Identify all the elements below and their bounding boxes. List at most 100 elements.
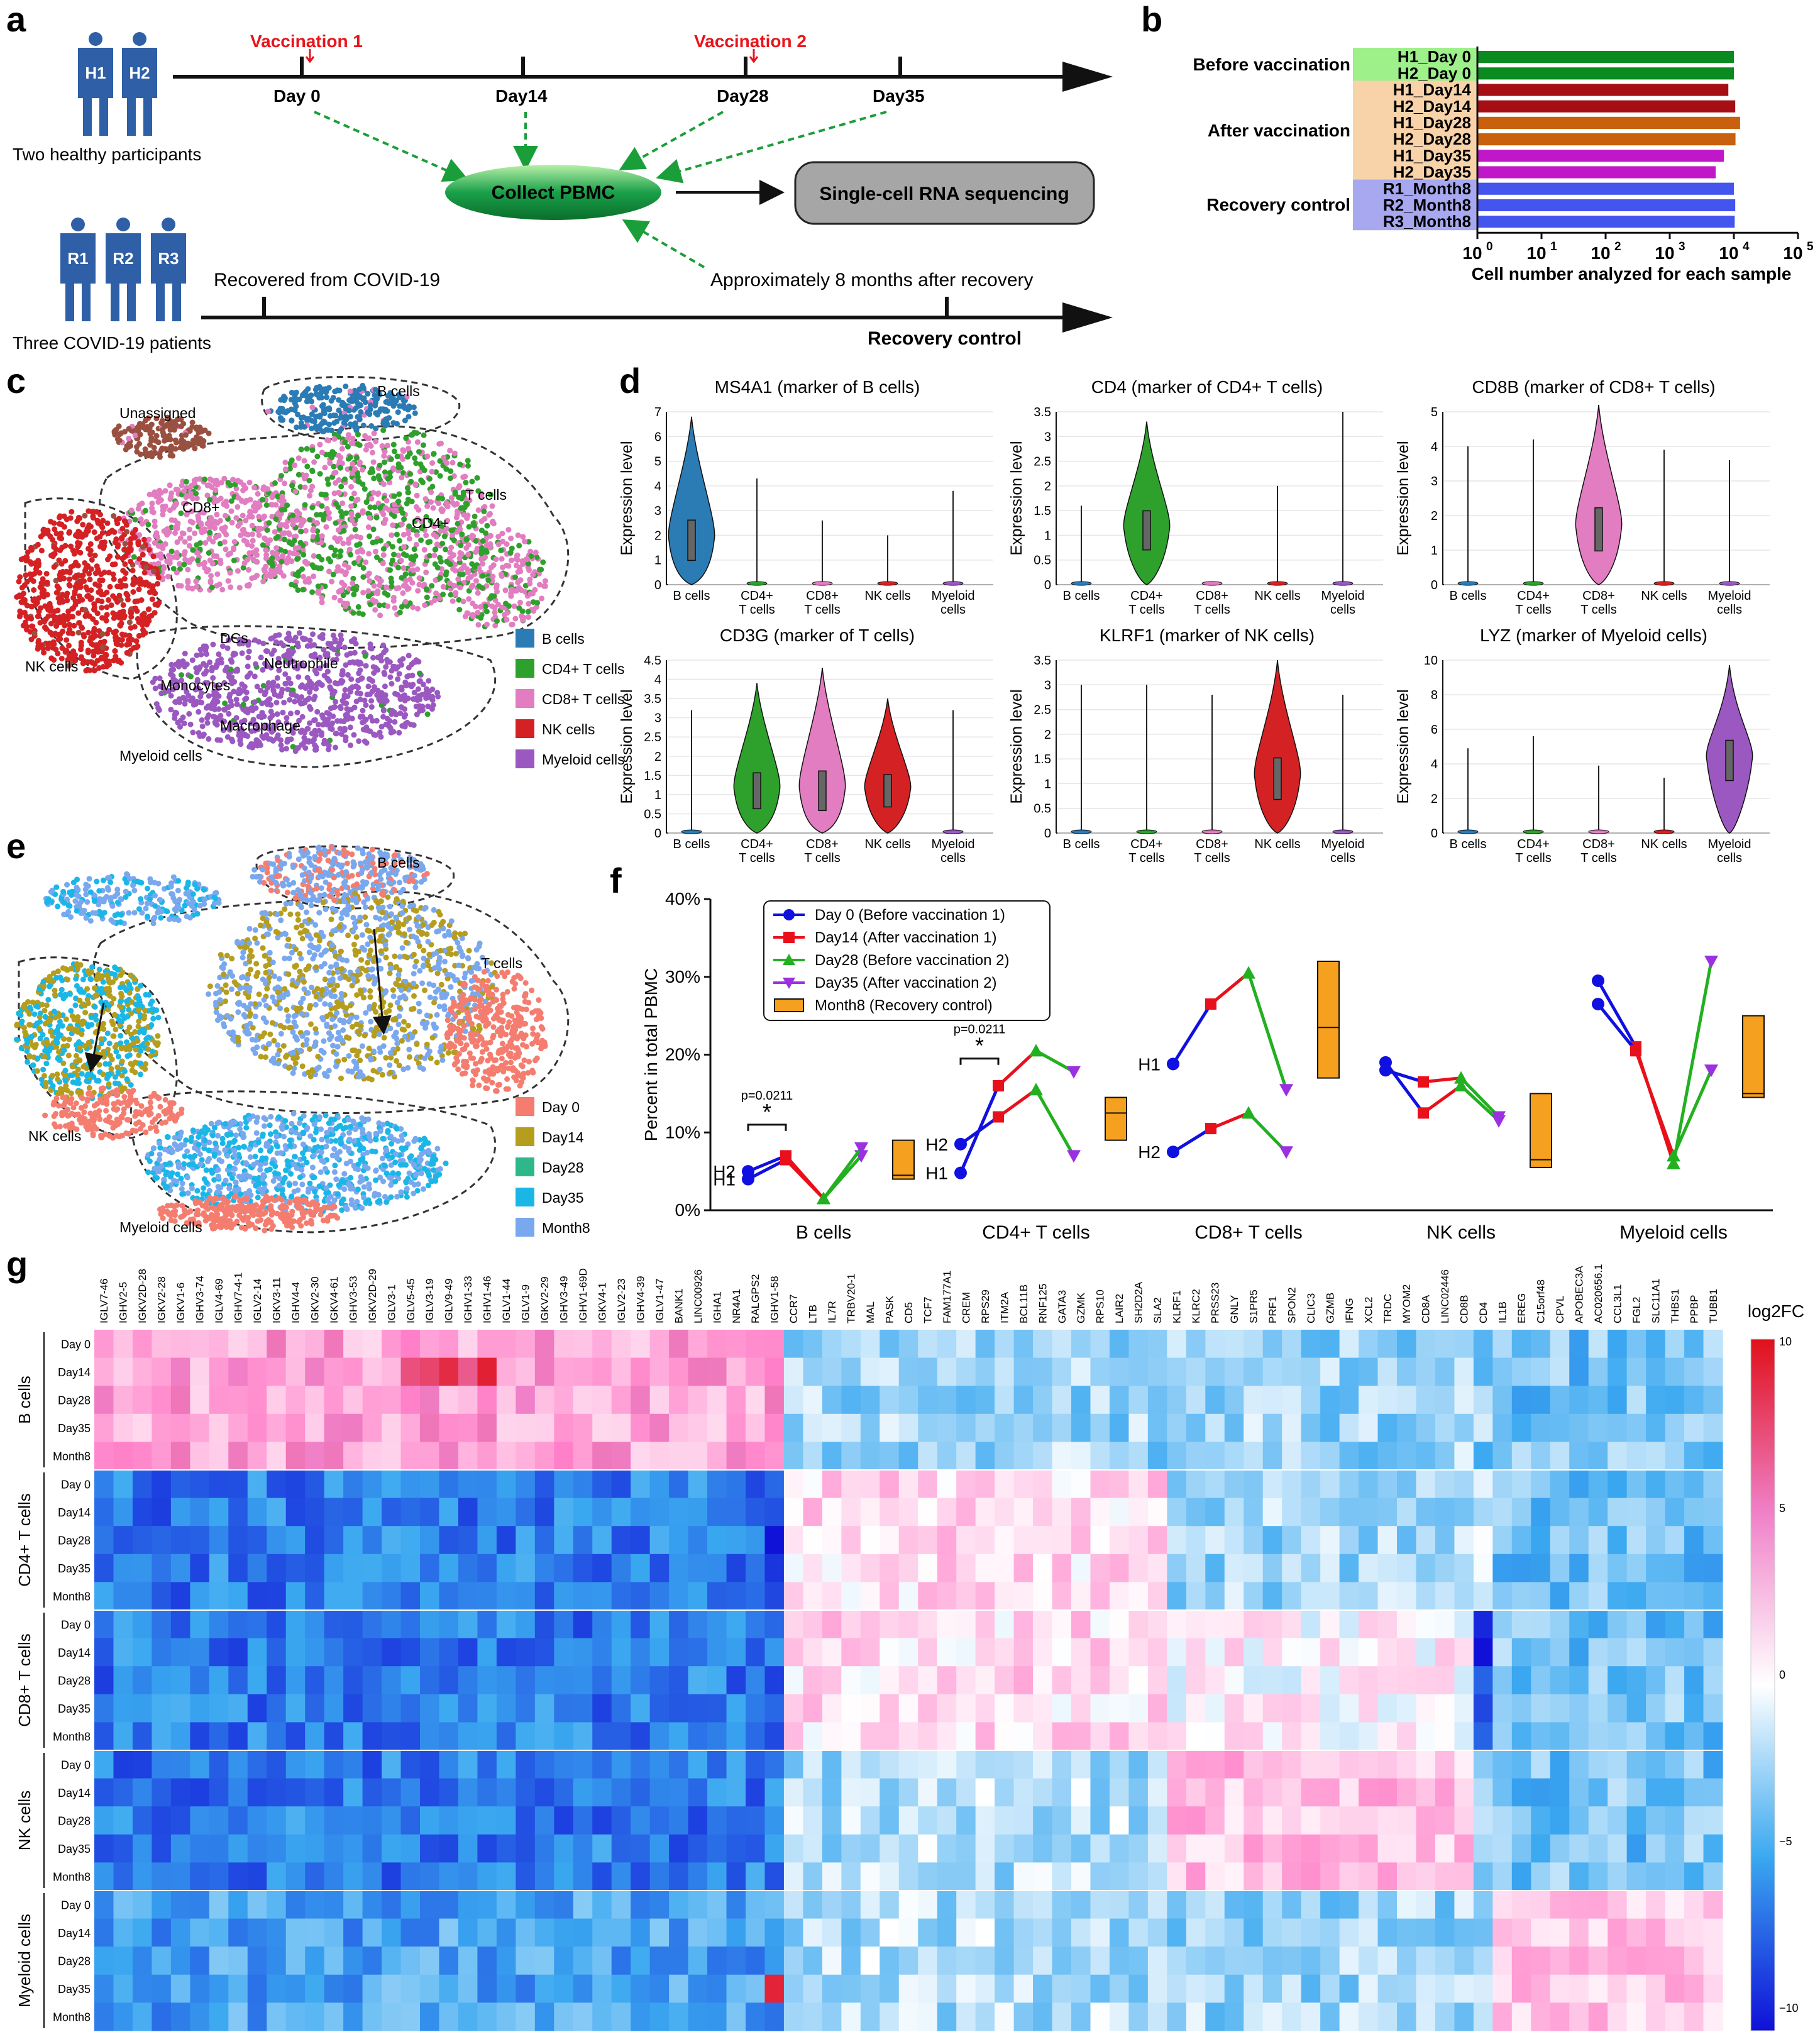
x-category-label: Myeloid: [1321, 837, 1365, 851]
tsne-point: [174, 500, 180, 507]
cd4-cluster: [256, 427, 497, 619]
tsne-point: [520, 534, 526, 540]
tsne-point: [240, 526, 246, 533]
tsne-point: [206, 550, 212, 556]
tsne-point: [44, 579, 50, 585]
y-tick-label: 0: [1431, 827, 1438, 841]
collect-pbmc-node: [445, 165, 661, 220]
tsne-point: [273, 866, 279, 872]
tsne-point: [88, 587, 94, 593]
tsne-point: [182, 539, 188, 545]
tsne-point: [287, 697, 293, 703]
tsne-point: [346, 536, 352, 543]
tsne-point: [114, 517, 119, 524]
tsne-point: [201, 476, 207, 482]
tsne-point: [397, 609, 403, 616]
tsne-point: [310, 731, 316, 737]
tsne-point: [60, 620, 67, 626]
tsne-point: [38, 534, 44, 539]
tsne-point: [515, 532, 521, 538]
tsne-point: [326, 742, 332, 749]
tsne-point: [148, 421, 155, 428]
tsne-point: [399, 723, 405, 729]
tsne-point: [405, 489, 411, 495]
tsne-point: [370, 459, 377, 465]
tsne-point: [383, 698, 390, 704]
violin-base: [1653, 581, 1675, 586]
panel-a-study-design: H1 H2 Two healthy participants R1 R2 R3 Thr…: [13, 31, 1113, 353]
tsne-point: [181, 446, 187, 452]
tsne-point: [85, 508, 92, 514]
tsne-point: [313, 964, 319, 970]
tsne-point: [106, 597, 111, 603]
tsne-point: [438, 507, 444, 513]
panel-d-violin-markers: MS4A1 (marker of B cells)01234567Express…: [618, 377, 1770, 865]
tsne-point: [292, 748, 299, 754]
tsne-point: [277, 570, 284, 576]
tsne-point: [241, 482, 247, 489]
tsne-point: [253, 558, 260, 565]
tsne-point: [206, 991, 212, 997]
tsne-point: [353, 389, 359, 395]
tsne-point: [282, 480, 288, 487]
tsne-point: [251, 866, 258, 873]
b-cells-cluster: [250, 843, 430, 905]
tsne-point: [370, 539, 376, 546]
tsne-point: [44, 900, 50, 905]
tsne-point: [225, 578, 231, 584]
tsne-point: [55, 903, 61, 910]
tsne-point: [334, 568, 340, 574]
tsne-point: [406, 1046, 412, 1052]
violin-base: [1071, 581, 1092, 586]
tsne-point: [342, 571, 348, 578]
healthy-participants-label: Two healthy participants: [13, 145, 201, 164]
x-tick-exponent: 4: [1743, 240, 1750, 253]
tsne-label: Neutrophile: [264, 655, 338, 671]
x-category-label: cells: [1330, 851, 1355, 865]
violin-box: [1725, 739, 1734, 781]
tsne-point: [48, 553, 55, 559]
tsne-point: [432, 597, 438, 604]
x-category-label: B cells: [1450, 589, 1487, 603]
tsne-point: [121, 576, 128, 582]
tsne-point: [302, 484, 308, 490]
tsne-point: [401, 516, 407, 522]
tsne-point: [411, 696, 416, 702]
tsne-point: [126, 441, 132, 447]
tsne-point: [123, 446, 129, 453]
y-tick-label: 2: [1044, 480, 1051, 494]
tsne-point: [41, 649, 47, 656]
tsne-point: [156, 600, 162, 606]
tsne-point: [118, 912, 124, 918]
tsne-point: [275, 511, 281, 517]
tsne-point: [301, 551, 307, 558]
tsne-point: [459, 531, 465, 538]
tsne-point: [394, 1000, 400, 1006]
tsne-point: [263, 573, 268, 580]
violin-base: [746, 581, 768, 586]
tsne-point: [263, 555, 269, 561]
tsne-point: [162, 438, 167, 444]
tsne-point: [383, 505, 389, 511]
tsne-point: [424, 587, 430, 593]
tsne-point: [85, 649, 91, 656]
tsne-point: [284, 890, 290, 896]
tsne-point: [363, 663, 369, 669]
tsne-point: [326, 516, 333, 521]
tsne-point: [299, 1010, 305, 1017]
tsne-point: [246, 707, 253, 713]
tsne-point: [405, 695, 411, 702]
tsne-point: [431, 531, 437, 538]
tsne-point: [182, 556, 189, 563]
tsne-point: [58, 530, 64, 536]
tsne-point: [145, 521, 152, 527]
tsne-point: [316, 553, 322, 560]
tsne-point: [110, 919, 116, 925]
tsne-point: [246, 648, 252, 654]
tsne-point: [351, 704, 358, 710]
x-category-label: T cells: [1128, 603, 1164, 617]
tsne-point: [417, 678, 423, 684]
tsne-point: [152, 880, 158, 886]
tsne-point: [290, 880, 297, 886]
tsne-point: [393, 914, 399, 920]
